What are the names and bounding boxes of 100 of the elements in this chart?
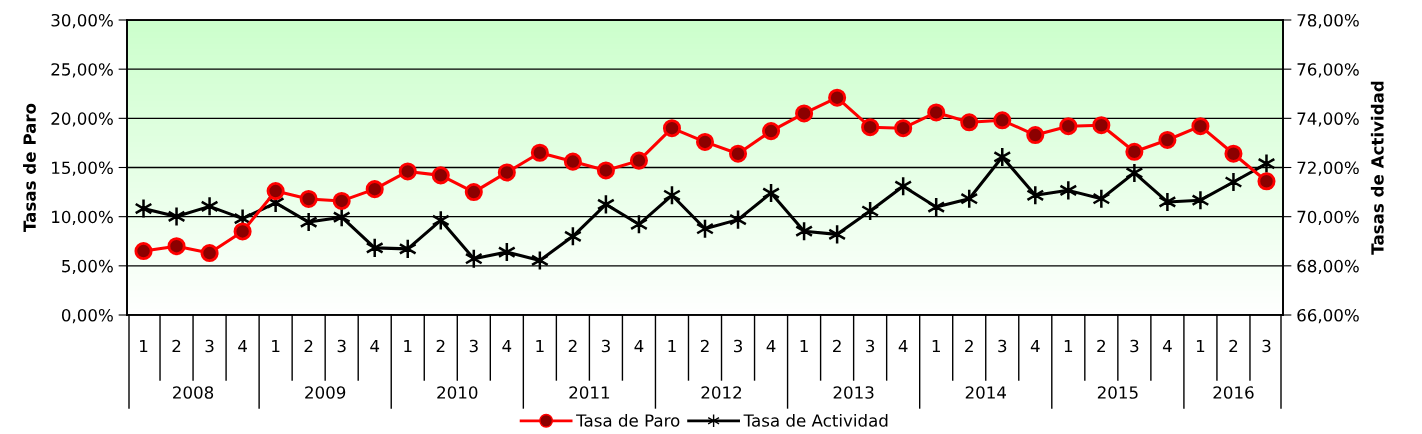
x-tick-label: 3	[469, 339, 478, 353]
text: 2008	[173, 386, 214, 399]
point	[1092, 188, 1111, 209]
point	[927, 103, 946, 122]
x-tick-label: 4	[898, 339, 908, 353]
point	[1224, 171, 1243, 193]
y2-axis-title: Tasas de Actividad	[1370, 81, 1384, 255]
x-tick-label: 2	[568, 339, 577, 353]
x-tick-label: 2	[833, 339, 841, 353]
point	[530, 143, 549, 162]
x-tick-label: 2	[436, 339, 445, 353]
point	[134, 198, 153, 219]
point	[167, 237, 186, 256]
point	[200, 244, 219, 263]
y-tick-label: 20,00%	[51, 112, 113, 127]
x-tick-label: 3	[1262, 339, 1271, 353]
point	[1026, 126, 1045, 145]
x-tick-label: 1	[1196, 339, 1205, 353]
y-tick-label: 15,00%	[52, 161, 113, 176]
y2-tick-label: 66,00%	[1297, 308, 1359, 324]
point	[332, 191, 351, 210]
x-tick-label: 4	[1030, 339, 1040, 353]
text: 2010	[437, 386, 478, 399]
y-tick-label: 30,00%	[51, 13, 113, 29]
x-tick-label: 3	[601, 339, 610, 353]
point	[398, 238, 417, 260]
point	[894, 119, 913, 138]
y2-tick-label: 76,00%	[1297, 63, 1359, 78]
y2-tick-label: 68,00%	[1297, 259, 1359, 275]
legend-label: Tasa de Paro	[576, 413, 680, 427]
y2-tick-label: 74,00%	[1297, 112, 1359, 127]
text: 2015	[1097, 386, 1138, 399]
point	[729, 144, 748, 163]
point	[563, 152, 582, 171]
point	[299, 189, 318, 208]
x-tick-label: 3	[337, 339, 346, 353]
x-tick-label: 1	[404, 339, 412, 353]
point	[1059, 180, 1078, 201]
point	[365, 180, 384, 199]
point	[1125, 162, 1144, 184]
x-tick-label: 3	[866, 339, 875, 353]
point	[861, 118, 880, 137]
point	[695, 132, 715, 151]
x-tick-label: 4	[1162, 339, 1172, 353]
point	[596, 161, 615, 180]
point	[993, 146, 1012, 168]
text: 2013	[833, 386, 874, 399]
x-tick-label: 4	[634, 339, 644, 353]
point	[1158, 191, 1177, 213]
point	[1125, 142, 1144, 161]
point	[431, 166, 450, 185]
point	[497, 163, 516, 182]
y-axis-title: Tasas de Paro	[23, 103, 36, 232]
point	[200, 196, 219, 217]
point	[1191, 189, 1210, 211]
point	[828, 88, 847, 107]
x-tick-label: 1	[140, 339, 148, 353]
x-tick-label: 2	[965, 339, 973, 353]
point	[398, 162, 417, 181]
x-tick-label: 1	[1064, 339, 1073, 353]
point	[266, 182, 285, 201]
x-tick-label: 2	[304, 339, 313, 353]
x-tick-label: 1	[272, 339, 280, 353]
x-tick-label: 1	[668, 339, 676, 353]
point	[134, 242, 153, 261]
point	[1026, 185, 1045, 206]
point	[1092, 116, 1111, 135]
point	[1059, 117, 1078, 136]
x-tick-label: 1	[536, 339, 544, 353]
x-tick-label: 3	[1130, 339, 1139, 353]
point	[464, 183, 483, 202]
x-tick-label: 2	[1229, 339, 1238, 353]
point	[365, 237, 384, 259]
y-tick-label: 10,00%	[52, 210, 113, 225]
x-tick-label: 3	[734, 339, 742, 353]
point	[1257, 172, 1276, 191]
x-tick-label: 4	[502, 339, 512, 353]
x-tick-label: 1	[800, 339, 808, 353]
point	[1191, 117, 1210, 136]
point	[762, 122, 781, 141]
text: 2014	[965, 386, 1007, 399]
x-tick-label: 2	[700, 339, 709, 353]
x-tick-label: 3	[205, 339, 214, 353]
text: 2012	[701, 386, 742, 399]
y2-tick-label: 72,00%	[1297, 161, 1359, 176]
x-tick-label: 4	[370, 339, 380, 353]
point	[1224, 144, 1243, 163]
x-tick-label: 2	[1097, 339, 1105, 353]
x-tick-label: 4	[766, 339, 776, 353]
text: 2009	[305, 386, 346, 399]
text: 2016	[1213, 386, 1254, 399]
x-tick-label: 2	[172, 339, 181, 353]
legend-label: Tasa de Actividad	[743, 413, 888, 427]
x-tick-label: 4	[238, 339, 247, 353]
point	[993, 111, 1012, 130]
text: 2011	[569, 386, 610, 399]
x-tick-label: 1	[932, 339, 940, 353]
point	[1158, 130, 1177, 149]
point	[662, 119, 681, 138]
y-tick-label: 5,00%	[62, 259, 113, 275]
